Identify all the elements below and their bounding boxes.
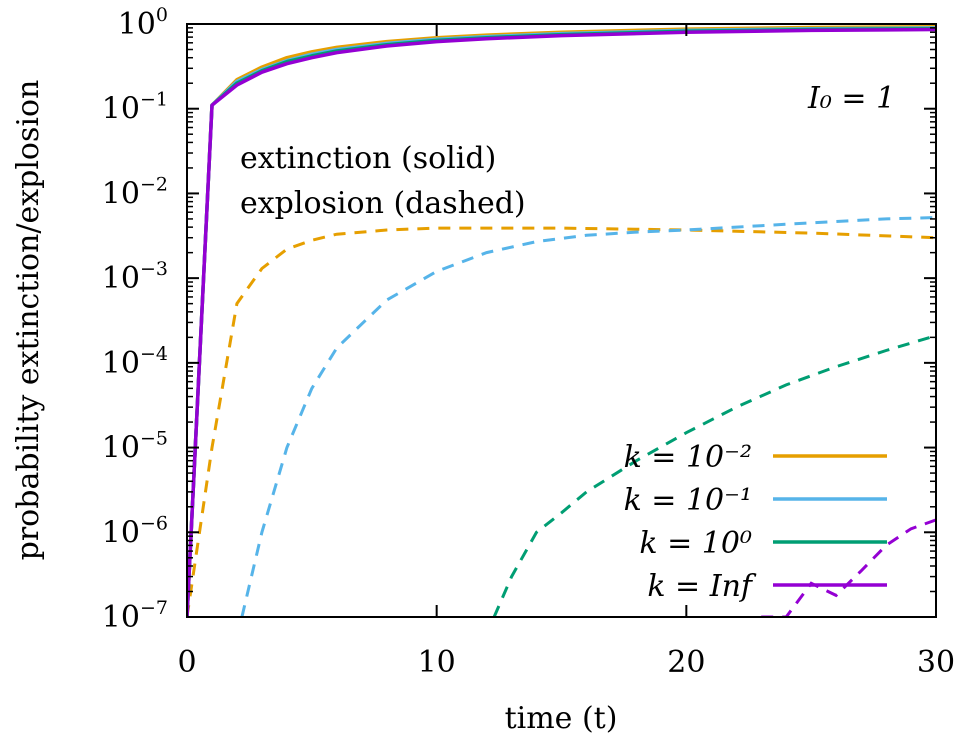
y-tick-label: 10−3 [102, 258, 168, 296]
extinction-line-k-inf [187, 27, 936, 617]
legend-label-k-10: k = 10⁻¹ [624, 483, 752, 518]
plot-frame [186, 23, 937, 618]
explosion-line-k-10 [492, 334, 936, 617]
y-tick-label: 10−4 [102, 343, 168, 381]
ticks-layer: 0 10 20 30 100 10−1 10−2 10−3 10−4 10−5 10−6 10−7 [102, 4, 955, 680]
x-tick-label: 0 [177, 645, 196, 680]
explosion-line-k-inf [761, 518, 936, 617]
extinction-line-k-10 [187, 26, 936, 617]
series-layer [187, 24, 936, 617]
x-tick-label: 30 [917, 645, 955, 680]
legend-label-k-10: k = 10⁰ [639, 526, 752, 561]
y-tick-label: 10−7 [102, 597, 168, 635]
y-tick-label: 10−1 [102, 89, 168, 127]
extinction-note: extinction (solid) [240, 141, 496, 176]
explosion-note: explosion (dashed) [240, 186, 526, 221]
y-tick-label: 10−5 [102, 428, 168, 466]
x-tick-label: 10 [418, 645, 456, 680]
y-axis-label: probability extinction/explosion [11, 80, 46, 561]
explosion-line-k-10 [187, 226, 936, 617]
x-axis-label: time (t) [505, 701, 618, 736]
legend-label-k-10: k = 10⁻² [624, 440, 752, 475]
x-tick-label: 20 [667, 645, 705, 680]
explosion-line-k-10 [240, 216, 936, 617]
legend: k = 10⁻² k = 10⁻¹ k = 10⁰ k = Inf [624, 440, 887, 604]
initial-condition-label: I₀ = 1 [807, 81, 895, 116]
y-tick-label: 10−2 [102, 173, 168, 211]
extinction-line-k-10 [187, 26, 936, 617]
y-tick-label: 100 [118, 4, 168, 42]
y-tick-label: 10−6 [102, 512, 168, 550]
legend-label-k-inf: k = Inf [647, 569, 757, 604]
